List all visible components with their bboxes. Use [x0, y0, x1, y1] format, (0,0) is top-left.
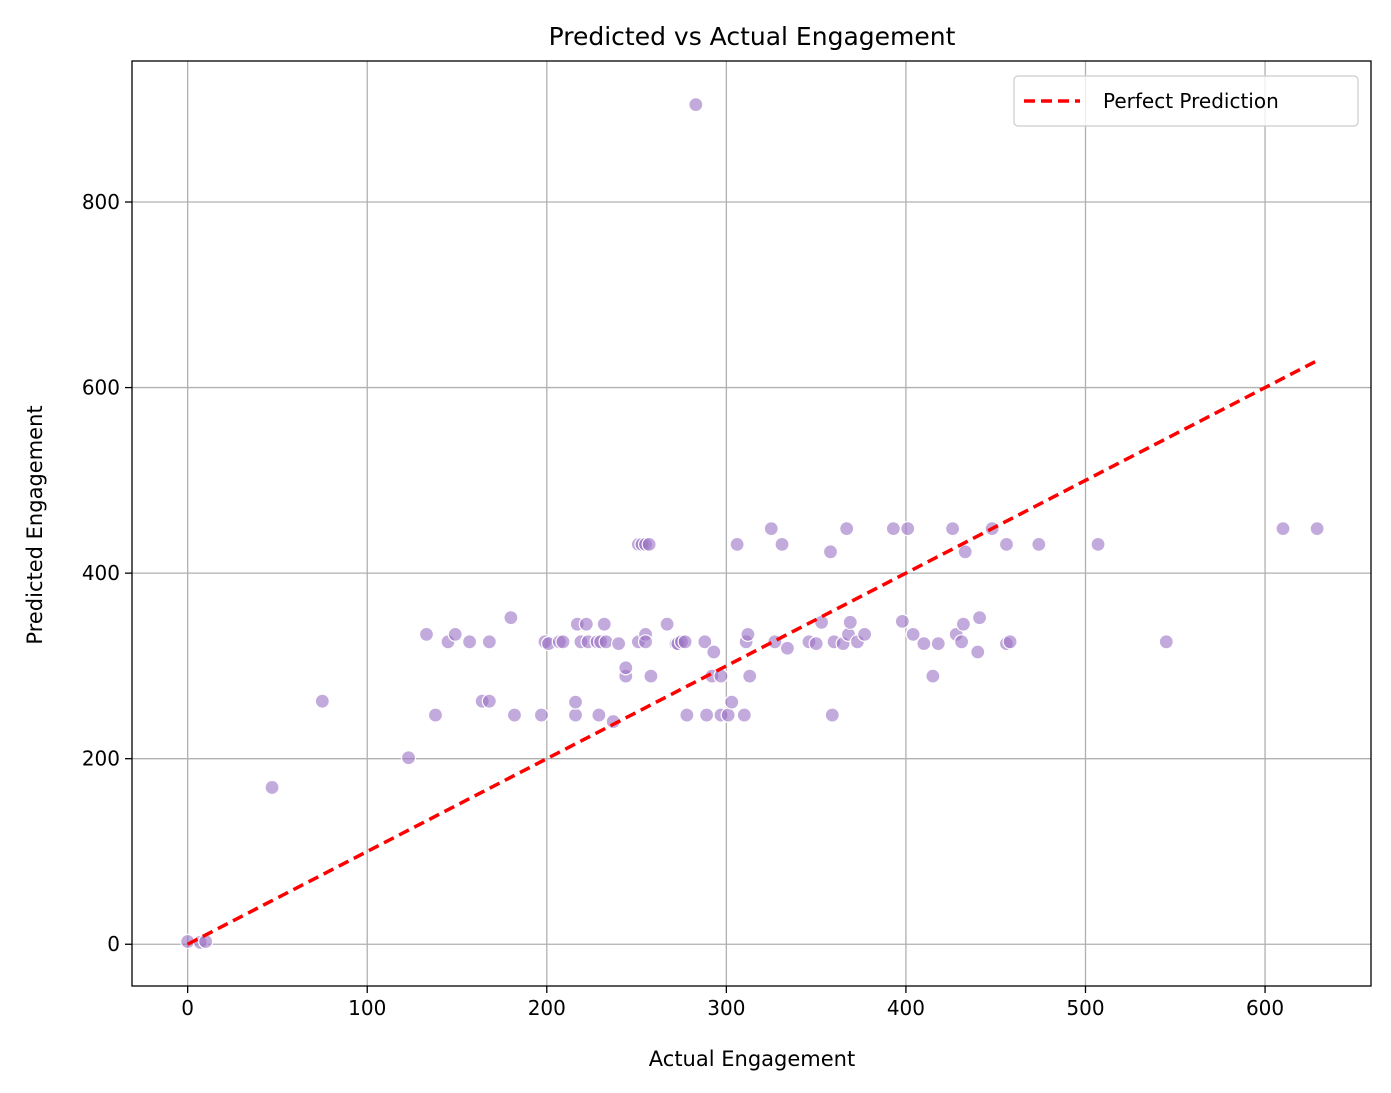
data-point — [779, 640, 796, 656]
data-point — [461, 634, 478, 650]
data-point — [930, 636, 946, 652]
x-tick-label: 100 — [348, 996, 386, 1020]
data-point — [720, 707, 736, 723]
y-tick-label: 0 — [107, 932, 120, 956]
legend: Perfect Prediction — [1013, 75, 1359, 127]
data-point — [808, 636, 824, 652]
y-tick-label: 200 — [82, 747, 120, 771]
data-point — [533, 707, 550, 723]
x-tick-label: 400 — [887, 996, 925, 1020]
data-point — [596, 616, 612, 632]
data-point — [618, 660, 634, 676]
data-point — [740, 626, 756, 642]
data-point — [643, 668, 659, 684]
data-point — [955, 616, 971, 632]
data-point — [567, 707, 584, 723]
data-point — [688, 97, 704, 113]
data-point — [900, 521, 916, 537]
data-point — [945, 521, 961, 537]
data-point — [813, 614, 830, 630]
data-point — [842, 614, 858, 630]
data-point — [264, 779, 280, 796]
data-point — [905, 626, 921, 642]
x-tick-label: 600 — [1246, 996, 1284, 1020]
x-axis-label: Actual Engagement — [649, 1047, 855, 1071]
data-point — [839, 521, 855, 537]
data-point — [578, 616, 594, 632]
data-point — [641, 536, 657, 552]
legend-label-perfect-prediction: Perfect Prediction — [1103, 89, 1279, 113]
data-point — [822, 544, 839, 560]
data-point — [598, 634, 614, 650]
data-point — [611, 636, 627, 652]
data-point — [591, 707, 607, 723]
data-point — [1002, 634, 1018, 650]
data-point — [1309, 521, 1325, 537]
data-point — [713, 668, 729, 684]
data-point — [677, 634, 693, 650]
data-point — [481, 693, 497, 709]
data-point — [885, 521, 901, 537]
data-point — [742, 668, 758, 684]
data-point — [447, 626, 463, 642]
data-point — [697, 634, 713, 650]
y-tick-label: 400 — [82, 561, 120, 585]
data-point — [857, 626, 873, 642]
data-point — [506, 707, 523, 723]
y-axis-label: Predicted Engagement — [23, 405, 47, 644]
plot-area-frame — [131, 60, 1372, 987]
data-point — [971, 610, 988, 626]
data-point — [314, 693, 330, 709]
data-point — [481, 634, 497, 650]
data-point — [916, 636, 932, 652]
data-point — [1090, 536, 1106, 552]
x-tick-label: 0 — [181, 996, 194, 1020]
data-points — [180, 97, 1325, 950]
data-point — [925, 668, 941, 684]
legend-box — [1013, 75, 1359, 127]
data-point — [418, 626, 435, 642]
data-point — [1275, 521, 1291, 537]
data-point — [427, 707, 444, 723]
data-point — [503, 610, 519, 626]
data-point — [637, 634, 654, 650]
data-point — [953, 634, 970, 650]
x-tick-label: 300 — [707, 996, 745, 1020]
data-point — [567, 694, 584, 710]
perfect-prediction-line — [186, 359, 1318, 946]
data-point — [659, 616, 675, 632]
chart-title: Predicted vs Actual Engagement — [549, 22, 956, 51]
data-point — [400, 750, 417, 766]
data-point — [736, 707, 752, 723]
data-point — [729, 536, 745, 552]
x-tick-label: 500 — [1066, 996, 1104, 1020]
perfect-prediction-line-layer — [186, 359, 1318, 946]
data-point — [824, 707, 840, 723]
y-tick-label: 800 — [82, 190, 120, 214]
data-point — [555, 634, 571, 650]
axis-ticks: 0 100 200 300 400 500 600 0 200 400 600 800 — [82, 190, 1284, 1020]
data-point — [957, 544, 973, 560]
x-tick-label: 200 — [528, 996, 566, 1020]
data-point — [763, 521, 779, 537]
data-point — [679, 707, 695, 723]
data-point — [706, 644, 722, 660]
data-point — [774, 536, 790, 552]
data-point — [998, 536, 1015, 552]
data-point — [1158, 634, 1174, 650]
data-point — [894, 613, 910, 629]
y-tick-label: 600 — [82, 376, 120, 400]
data-point — [724, 694, 740, 710]
data-point — [970, 644, 986, 660]
data-point — [1031, 536, 1047, 552]
data-point — [699, 707, 715, 723]
